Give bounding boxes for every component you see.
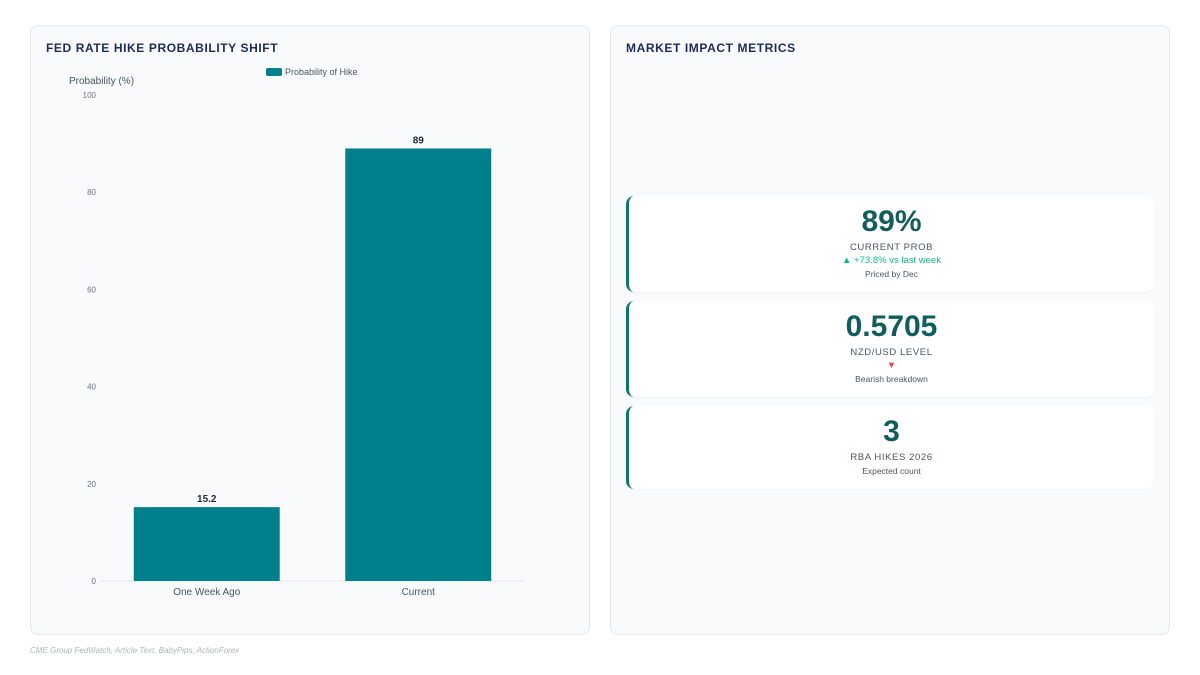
metric-label: NZD/USD LEVEL — [850, 347, 933, 358]
legend-swatch — [266, 68, 282, 76]
bar-data-label: 15.2 — [197, 494, 217, 505]
chart-panel: FED RATE HIKE PROBABILITY SHIFT Probabil… — [30, 25, 590, 635]
metric-note: Bearish breakdown — [855, 374, 928, 384]
y-tick-label: 20 — [87, 480, 96, 489]
y-tick-label: 60 — [87, 285, 96, 294]
bar-data-label: 89 — [413, 135, 425, 146]
metric-change: ▼ — [886, 360, 897, 371]
metric-card-nzdusd-level: 0.5705 NZD/USD LEVEL ▼ Bearish breakdown — [626, 301, 1154, 397]
legend-label: Probability of Hike — [285, 67, 358, 77]
x-tick-label: One Week Ago — [173, 587, 241, 598]
metric-card-rba-hikes: 3 RBA HIKES 2026 Expected count — [626, 406, 1154, 489]
metrics-panel: MARKET IMPACT METRICS 89% CURRENT PROB ▲… — [610, 25, 1170, 635]
metric-label: RBA HIKES 2026 — [850, 452, 933, 463]
x-tick-label: Current — [402, 587, 436, 598]
metric-value: 89% — [861, 205, 922, 238]
metric-value: 0.5705 — [845, 310, 938, 343]
y-tick-label: 100 — [83, 91, 97, 100]
bar-one-week-ago — [133, 507, 280, 581]
y-axis-label: Probability (%) — [69, 76, 134, 87]
bar-current — [345, 148, 492, 581]
metric-change: ▲ +73.8% vs last week — [842, 255, 941, 266]
metric-value: 3 — [883, 415, 900, 448]
metrics-panel-title: MARKET IMPACT METRICS — [626, 41, 796, 55]
probability-bar-chart: Probability (%) 0 20 40 60 80 100 Probability o… — [69, 67, 524, 598]
metric-note: Priced by Dec — [865, 269, 918, 279]
metric-card-current-prob: 89% CURRENT PROB ▲ +73.8% vs last week P… — [626, 196, 1154, 292]
metric-label: CURRENT PROB — [849, 242, 934, 253]
y-tick-label: 0 — [92, 577, 97, 586]
source-note: CME Group FedWatch, Article Text, BabyPi… — [30, 646, 240, 655]
y-tick-label: 80 — [87, 188, 96, 197]
metric-note: Expected count — [862, 466, 921, 476]
chart-panel-title: FED RATE HIKE PROBABILITY SHIFT — [46, 41, 279, 55]
y-tick-label: 40 — [87, 383, 96, 392]
